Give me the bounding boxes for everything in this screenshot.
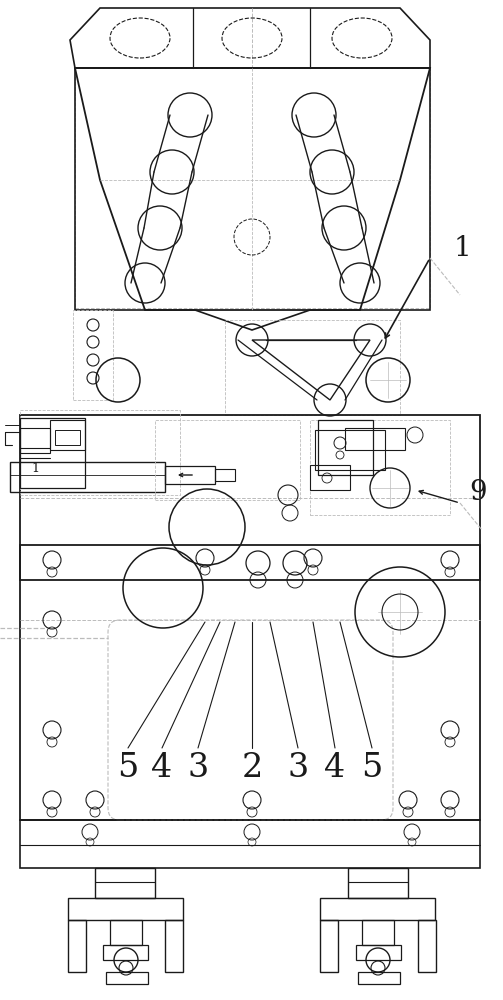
Text: 1: 1 (31, 462, 39, 475)
Bar (358, 972, 400, 984)
Bar (310, 465, 350, 490)
Text: 5: 5 (117, 752, 139, 784)
Bar (320, 920, 338, 972)
Bar (356, 945, 401, 960)
Bar (68, 920, 86, 972)
Bar (20, 415, 480, 580)
Bar (215, 469, 235, 481)
Bar (50, 420, 85, 450)
Bar (418, 920, 436, 972)
Bar (165, 920, 183, 972)
Bar (165, 466, 215, 484)
Bar (106, 972, 148, 984)
Bar (225, 320, 400, 415)
Bar (20, 428, 50, 453)
Bar (362, 920, 394, 945)
Text: 3: 3 (287, 752, 309, 784)
Bar (73, 310, 113, 400)
Bar (348, 868, 408, 898)
Bar (20, 410, 180, 495)
Text: 3: 3 (188, 752, 209, 784)
Text: 5: 5 (361, 752, 383, 784)
Bar (20, 545, 480, 820)
Text: 4: 4 (324, 752, 346, 784)
Bar (75, 68, 430, 308)
Bar (20, 820, 480, 868)
Bar (110, 920, 142, 945)
Text: 9: 9 (469, 479, 487, 506)
Text: 2: 2 (241, 752, 263, 784)
Bar (318, 420, 373, 475)
Bar (320, 898, 435, 920)
Bar (315, 430, 385, 470)
Bar (55, 430, 80, 445)
Bar (155, 420, 300, 500)
Bar (68, 898, 183, 920)
Bar (345, 428, 405, 450)
Text: 4: 4 (151, 752, 173, 784)
Text: 1: 1 (453, 234, 471, 261)
Bar (20, 418, 85, 488)
Bar (95, 868, 155, 898)
Bar (10, 462, 165, 492)
Bar (310, 420, 450, 515)
Bar (103, 945, 148, 960)
